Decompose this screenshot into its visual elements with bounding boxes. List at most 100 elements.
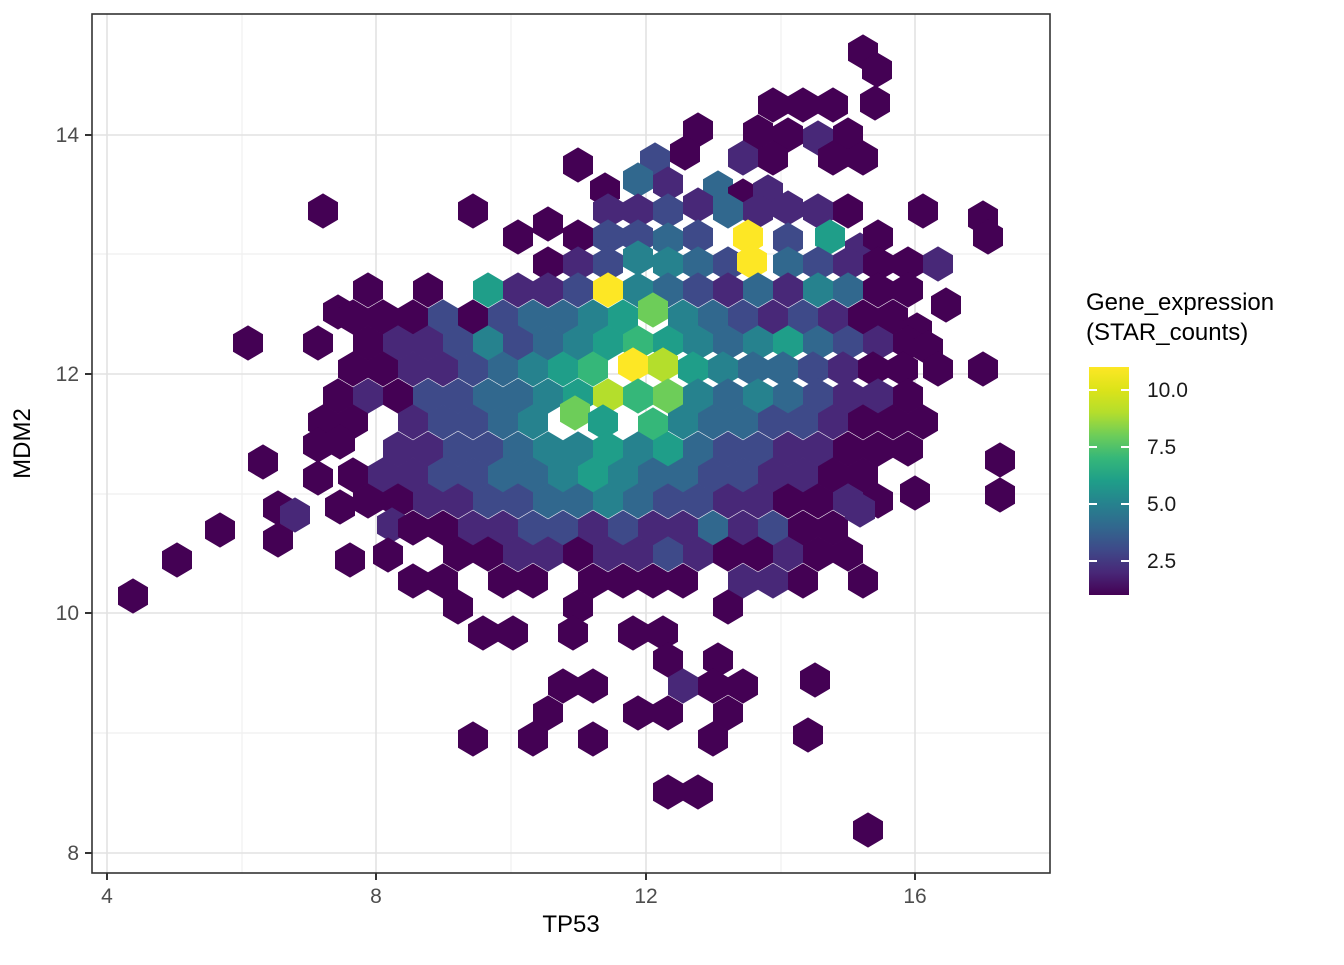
hex-cell [803, 193, 833, 229]
x-tick-label: 8 [370, 885, 382, 908]
hex-cell [398, 563, 428, 599]
hex-cell [618, 347, 648, 383]
hex-cell [713, 695, 743, 731]
hex-cell [833, 117, 863, 153]
hex-cell [533, 695, 563, 731]
hex-cell [728, 404, 758, 440]
hex-cell [533, 325, 563, 361]
hex-cell [118, 578, 148, 614]
hex-cell [833, 431, 863, 467]
hex-cell [443, 431, 473, 467]
hex-cell [563, 219, 593, 255]
hex-cell [668, 404, 698, 440]
hex-cell [623, 162, 653, 198]
hex-cell [833, 193, 863, 229]
legend-colorbar-ticks [1089, 389, 1129, 562]
hex-cell [773, 536, 803, 572]
hex-cell [800, 662, 830, 698]
hex-cell [353, 378, 383, 414]
hex-cell [773, 378, 803, 414]
hex-cell [923, 351, 953, 387]
hex-cell [473, 431, 503, 467]
hex-cell [743, 378, 773, 414]
hex-cell [833, 272, 863, 308]
hex-cell [443, 536, 473, 572]
hex-cell [653, 378, 683, 414]
hex-cell [458, 404, 488, 440]
hex-cell [473, 378, 503, 414]
hex-cell [398, 404, 428, 440]
hex-cell [473, 272, 503, 308]
hex-cell [623, 483, 653, 519]
hex-cell [773, 325, 803, 361]
hex-cell [698, 404, 728, 440]
hex-cell [653, 774, 683, 810]
hex-cell [443, 589, 473, 625]
hex-cell [973, 219, 1003, 255]
hex-cell [593, 378, 623, 414]
hex-cell [162, 542, 192, 578]
hex-cell [308, 193, 338, 229]
hex-cell [698, 510, 728, 546]
hex-cell [848, 140, 878, 176]
hex-cell [668, 457, 698, 493]
hex-cell [533, 378, 563, 414]
hex-cell [848, 299, 878, 335]
hex-cell [893, 378, 923, 414]
hex-cell [668, 299, 698, 335]
hex-cell [533, 536, 563, 572]
hex-cell [280, 497, 310, 533]
hex-cell [488, 563, 518, 599]
hex-cell [818, 404, 848, 440]
legend-title-line1: Gene_expression [1086, 289, 1274, 316]
hex-cell [833, 536, 863, 572]
hex-cell [443, 378, 473, 414]
hex-cell [863, 219, 893, 255]
hex-cell [263, 522, 293, 558]
hex-cell [708, 351, 738, 387]
hex-cell [908, 193, 938, 229]
hex-cell [473, 536, 503, 572]
hex-cell [683, 219, 713, 255]
hex-cell [833, 325, 863, 361]
hex-cell [578, 563, 608, 599]
hex-cell [758, 457, 788, 493]
hex-cell [848, 563, 878, 599]
hex-cell [563, 147, 593, 183]
hex-cell [623, 695, 653, 731]
hex-cell [828, 351, 858, 387]
hex-cell [758, 299, 788, 335]
hex-cell [653, 483, 683, 519]
hex-cell [473, 483, 503, 519]
hex-cell [518, 457, 548, 493]
hex-cell [503, 431, 533, 467]
hex-cell [698, 457, 728, 493]
hex-cell [818, 457, 848, 493]
hex-cell [428, 351, 458, 387]
hex-cell [888, 351, 918, 387]
legend-title-line2: (STAR_counts) [1086, 319, 1248, 346]
hex-cell [428, 404, 458, 440]
hex-cell [743, 483, 773, 519]
hex-cell [608, 563, 638, 599]
hex-cell [638, 510, 668, 546]
hex-cell [560, 395, 590, 431]
hex-cell [648, 615, 678, 651]
hex-cell [818, 299, 848, 335]
hex-cell [563, 246, 593, 282]
hex-cell [713, 378, 743, 414]
x-tick-label: 4 [101, 885, 113, 908]
hex-cell [428, 457, 458, 493]
hex-cell [653, 193, 683, 229]
x-tick-label: 12 [634, 885, 657, 908]
hex-cell [518, 721, 548, 757]
hex-cell [623, 378, 653, 414]
hex-cell [788, 87, 818, 123]
y-tick-label: 10 [56, 602, 79, 625]
hex-cell [713, 589, 743, 625]
hex-cell [503, 483, 533, 519]
hex-cell [413, 272, 443, 308]
hex-cell [325, 489, 355, 525]
x-axis-tick-labels: 4 8 12 16 [101, 885, 927, 908]
